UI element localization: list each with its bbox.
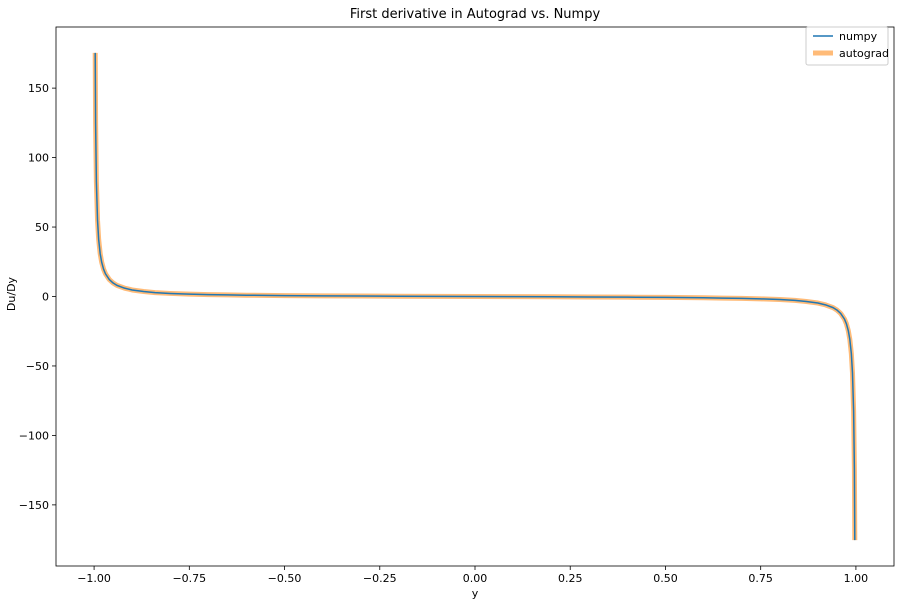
y-tick-label: 50 (35, 221, 49, 234)
y-tick-label: 0 (42, 291, 49, 304)
x-tick-label: 1.00 (844, 572, 869, 585)
legend-label-autograd: autograd (839, 47, 889, 60)
x-tick-label: −1.00 (77, 572, 111, 585)
series-layer (92, 52, 858, 541)
y-tick-label: 150 (28, 82, 49, 95)
y-tick-label: −50 (26, 360, 49, 373)
x-tick-label: −0.75 (172, 572, 206, 585)
y-tick-label: −150 (19, 499, 49, 512)
x-tick-label: 0.00 (463, 572, 488, 585)
y-axis-ticks: 150 100 50 0 −50 −100 −150 (19, 82, 56, 512)
x-tick-label: 0.75 (748, 572, 773, 585)
x-tick-label: 0.50 (653, 572, 678, 585)
x-tick-label: 0.25 (558, 572, 583, 585)
x-tick-label: −0.25 (363, 572, 397, 585)
legend-label-numpy: numpy (839, 30, 878, 43)
x-axis-label: y (472, 587, 479, 600)
chart-title: First derivative in Autograd vs. Numpy (350, 7, 601, 22)
y-tick-label: 100 (28, 152, 49, 165)
legend: numpy autograd (805, 26, 889, 66)
y-axis-label: Du/Dy (5, 276, 18, 311)
series-line-numpy (94, 52, 856, 541)
x-axis-ticks: −1.00 −0.75 −0.50 −0.25 0.00 0.25 0.50 0.75 1.00 (77, 566, 868, 585)
y-tick-label: −100 (19, 429, 49, 442)
x-tick-label: −0.50 (268, 572, 302, 585)
